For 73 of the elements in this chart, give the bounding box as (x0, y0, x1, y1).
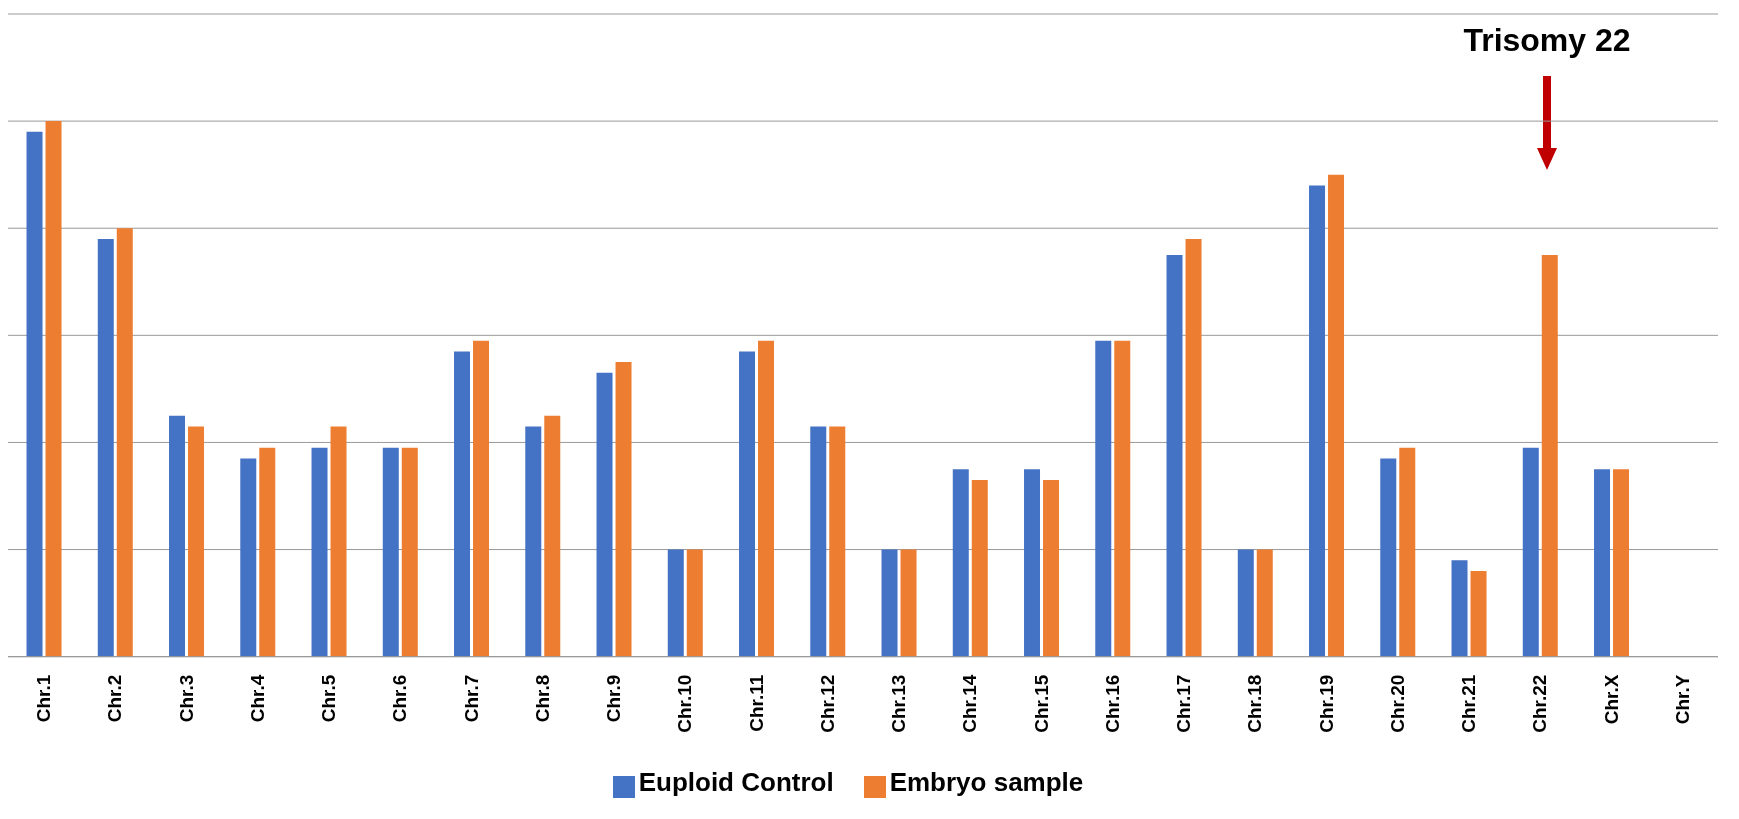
bar (1185, 238, 1202, 657)
bar (473, 340, 490, 657)
x-tick-label: Chr.4 (246, 674, 268, 723)
bar (1594, 469, 1611, 657)
x-tick-label: Chr.9 (603, 674, 625, 723)
bar (829, 426, 846, 657)
bar (1256, 549, 1273, 657)
x-tick-label: Chr.8 (531, 674, 553, 723)
x-tick-label: Chr.16 (1101, 674, 1123, 733)
bar (1399, 447, 1416, 657)
bar (1024, 469, 1041, 657)
bar (952, 469, 969, 657)
bar (97, 238, 114, 657)
bar (1237, 549, 1254, 657)
x-tick-label: Chr.1 (33, 674, 55, 723)
x-tick-label: Chr.X (1600, 674, 1622, 725)
bar (971, 479, 988, 657)
x-tick-label: Chr.21 (1458, 674, 1480, 733)
bar (1043, 479, 1060, 657)
bar (1541, 255, 1558, 657)
text: Trisomy 22 (1462, 22, 1632, 58)
x-tick-label: Chr.13 (888, 674, 910, 733)
bar (188, 426, 205, 657)
bar (881, 549, 898, 657)
bar (1451, 560, 1468, 657)
bar (739, 351, 756, 657)
bar (1166, 255, 1183, 657)
x-tick-label: Chr.5 (318, 674, 340, 723)
x-tick-label: Chr.3 (175, 674, 197, 723)
bar (240, 458, 257, 657)
bar (544, 415, 561, 657)
bar (1309, 185, 1326, 657)
bar (1470, 570, 1487, 657)
bar (1095, 340, 1112, 657)
bar (382, 447, 399, 657)
x-tick-label: Chr.12 (816, 674, 838, 733)
bar (810, 426, 827, 657)
bar (758, 340, 775, 657)
bar (311, 447, 328, 657)
x-tick-label: Chr.6 (389, 674, 411, 723)
x-tick-label: Chr.22 (1529, 674, 1551, 733)
x-tick-label: Chr.14 (959, 674, 981, 733)
x-tick-label: Chr.20 (1386, 674, 1408, 733)
bar (596, 372, 613, 657)
x-tick-label: Chr.17 (1173, 674, 1195, 733)
x-tick-label: Chr.18 (1244, 674, 1266, 733)
bar (900, 549, 917, 657)
bar (1328, 174, 1345, 657)
x-tick-label: Chr.11 (745, 674, 767, 732)
bar (1522, 447, 1539, 657)
x-tick-label: Chr.2 (104, 674, 126, 723)
bar (26, 131, 43, 657)
bar (330, 426, 347, 657)
bar (1114, 340, 1131, 657)
bar (525, 426, 542, 657)
bar (169, 415, 186, 657)
x-tick-label: Chr.7 (460, 674, 482, 723)
x-tick-label: Chr.10 (674, 674, 696, 733)
x-tick-label: Chr.15 (1030, 674, 1052, 733)
bar (454, 351, 471, 657)
x-tick-label: Chr.19 (1315, 674, 1337, 733)
bar (116, 228, 133, 657)
bar (45, 121, 62, 657)
legend-label: Embryo sample (889, 766, 1084, 797)
bar (667, 549, 684, 657)
bar (1380, 458, 1397, 657)
bar (1613, 469, 1630, 657)
x-tick-label: Chr.Y (1671, 674, 1693, 725)
legend-label: Euploid Control (638, 766, 834, 797)
bar (401, 447, 418, 657)
bar (259, 447, 276, 657)
bar (686, 549, 703, 657)
bar (615, 362, 632, 657)
